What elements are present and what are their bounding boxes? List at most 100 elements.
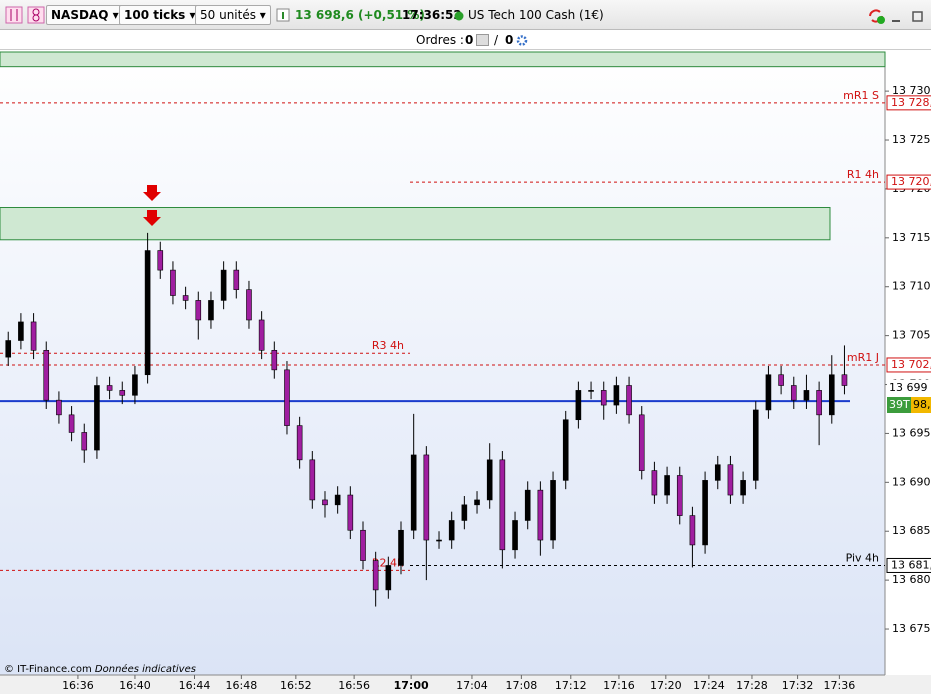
candle-body <box>322 499 328 506</box>
candle-body <box>651 470 658 496</box>
x-tick-label: 17:12 <box>555 679 587 692</box>
candle-body <box>309 459 316 501</box>
candle-body <box>803 390 810 401</box>
candle-body <box>132 374 138 396</box>
axis-tag-label: 13 681, <box>891 558 931 571</box>
candle-body <box>816 390 822 416</box>
footer: © IT-Finance.com Données indicatives <box>4 663 196 675</box>
window-controls[interactable] <box>866 6 926 26</box>
level-label: mR1 S <box>843 89 879 102</box>
candle-body <box>43 349 50 401</box>
candle-body <box>347 494 354 531</box>
candle-body <box>638 414 645 471</box>
candle-body <box>727 464 734 496</box>
candle-body <box>296 425 303 461</box>
candle-body <box>18 321 24 341</box>
candle-body <box>499 459 506 551</box>
candle-body <box>740 480 746 496</box>
candle-body <box>537 489 544 541</box>
zone <box>0 207 831 241</box>
x-tick-label: 17:16 <box>603 679 635 692</box>
level-label: R3 4h <box>372 339 404 352</box>
candle-body <box>360 529 366 561</box>
orders-separator: / <box>494 33 499 47</box>
candle-body <box>170 269 176 296</box>
price-tag-label: 13 699 <box>889 381 928 394</box>
candle-body <box>461 504 468 521</box>
y-tick-label: 13 685 <box>892 524 931 537</box>
x-tick-label: 16:52 <box>280 679 312 692</box>
x-axis-band <box>0 675 931 694</box>
orders-bar: Ordres : 0 / 0 <box>0 30 931 50</box>
y-tick-label: 13 695 <box>892 426 931 439</box>
x-tick-label: 16:40 <box>119 679 151 692</box>
toolbar: NASDAQ ▾ 100 ticks ▾ 50 unités ▾ 13 698,… <box>0 0 931 30</box>
candle-body <box>626 385 632 416</box>
candle-body <box>765 374 772 411</box>
y-tick-label: 13 725 <box>892 133 931 146</box>
candle-body <box>195 300 202 321</box>
price-tag <box>887 380 931 396</box>
period-button[interactable]: 100 ticks ▾ <box>119 5 201 25</box>
candle-body <box>208 300 214 321</box>
status-dot <box>454 11 464 21</box>
info-icon[interactable] <box>276 8 290 22</box>
axis-tag-label: 13 720, <box>891 175 931 188</box>
candle-body <box>94 385 100 451</box>
settings-icon[interactable] <box>515 34 529 47</box>
candle-body <box>575 390 582 421</box>
instrument-button[interactable]: NASDAQ ▾ <box>46 5 124 25</box>
orders-label: Ordres : <box>416 33 464 47</box>
axis-tag <box>886 557 931 573</box>
chart-icon[interactable] <box>4 5 24 25</box>
y-tick-label: 13 690 <box>892 475 931 488</box>
candle-body <box>486 459 493 501</box>
x-tick-label: 17:08 <box>506 679 538 692</box>
candle-body <box>81 432 88 451</box>
y-tick-label: 13 675 <box>892 622 931 635</box>
candle-body <box>664 475 670 496</box>
footer-note: Données indicatives <box>95 663 196 675</box>
x-tick-label: 16:36 <box>62 679 94 692</box>
candle-body <box>436 539 442 542</box>
candle-body <box>372 560 379 591</box>
x-tick-label: 17:24 <box>693 679 725 692</box>
x-tick-label: 17:36 <box>824 679 856 692</box>
candle-body <box>233 269 240 290</box>
orders-icon[interactable] <box>476 34 489 46</box>
product: US Tech 100 Cash (1€) <box>468 8 604 22</box>
units: 50 unités <box>200 8 256 22</box>
signal-arrow <box>143 185 161 201</box>
x-tick-label: 16:56 <box>338 679 370 692</box>
level-label: R1 4h <box>847 168 879 181</box>
price-change: 13 698,6 (+0,51 %) <box>295 8 425 22</box>
y-tick-label: 13 710 <box>892 280 931 293</box>
y-tick-label: 13 680 <box>892 573 931 586</box>
link-icon[interactable] <box>26 5 46 25</box>
price-tag-label: 39T <box>889 398 910 411</box>
candle-body <box>258 319 265 351</box>
candle-body <box>562 419 569 481</box>
axis-tag <box>886 357 931 373</box>
candle-body <box>448 520 455 541</box>
plot-background <box>0 52 885 675</box>
x-tick-label: 17:00 <box>394 679 429 692</box>
candle-body <box>144 250 151 376</box>
candle-body <box>5 340 12 358</box>
price-tag <box>911 397 931 413</box>
candle-body <box>613 385 620 406</box>
candle-body <box>714 464 721 481</box>
candle-body <box>410 454 417 531</box>
x-tick-label: 16:48 <box>226 679 258 692</box>
candle-body <box>106 385 113 391</box>
y-tick-label: 13 715 <box>892 231 931 244</box>
copyright: © IT-Finance.com <box>4 664 92 675</box>
y-tick-label: 13 705 <box>892 329 931 342</box>
candle-body <box>828 374 835 416</box>
orders-count: 0 <box>505 33 514 47</box>
candle-body <box>676 475 683 516</box>
candle-body <box>385 565 392 591</box>
units-button[interactable]: 50 unités ▾ <box>195 5 271 25</box>
